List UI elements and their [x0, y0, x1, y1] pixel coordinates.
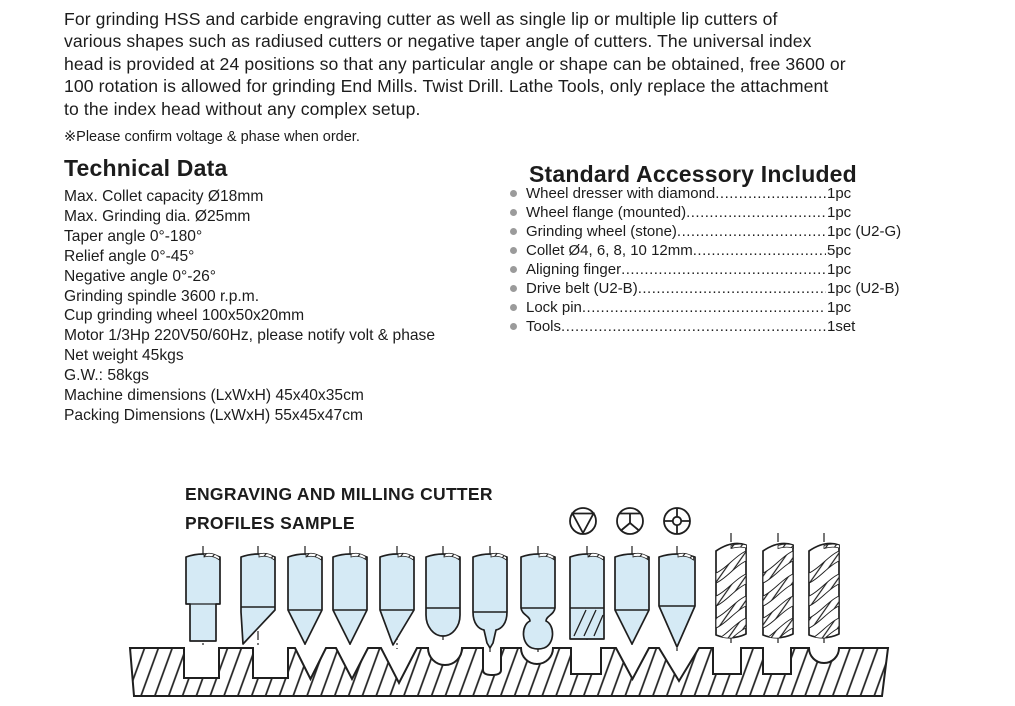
technical-data-item: Max. Grinding dia. Ø25mm [64, 207, 251, 225]
accessory-name: Tools [526, 318, 562, 335]
accessory-qty: 1pc [827, 261, 852, 278]
bullet-icon [510, 190, 517, 197]
intro-paragraph: For grinding HSS and carbide engraving c… [64, 8, 969, 120]
accessory-qty: 1pc [827, 299, 852, 316]
cutter-v-point-icon [287, 546, 323, 648]
accessory-name: Grinding wheel (stone) [526, 223, 677, 240]
bullet-icon [510, 304, 517, 311]
accessory-qty: 5pc [827, 242, 852, 259]
dot-leader [693, 241, 826, 260]
technical-data-item: Cup grinding wheel 100x50x20mm [64, 307, 305, 325]
dot-leader [677, 222, 826, 241]
bullet-icon [510, 228, 517, 235]
technical-data-item: Max. Collet capacity Ø18mm [64, 188, 264, 205]
technical-data-item: Net weight 45kgs [64, 347, 184, 365]
accessory-name: Lock pin [526, 299, 582, 316]
cutter-bevel-icon [240, 546, 276, 648]
three-lip-cross-section-icon [616, 507, 644, 535]
accessory-item: Drive belt (U2-B) 1pc (U2-B) [510, 279, 962, 298]
cutter-twist-drill-icon [762, 533, 794, 643]
accessory-name: Wheel flange (mounted) [526, 204, 687, 221]
intro-line: For grinding HSS and carbide engraving c… [64, 9, 778, 29]
dot-leader [715, 184, 826, 203]
accessory-name: Drive belt (U2-B) [526, 280, 638, 297]
bullet-icon [510, 209, 517, 216]
technical-data-item: Relief angle 0°-45° [64, 247, 195, 265]
technical-data-item: G.W.: 58kgs [64, 367, 149, 385]
accessory-item: Collet Ø4, 6, 8, 10 12mm 5pc [510, 241, 962, 260]
accessory-item: Wheel dresser with diamond 1pc [510, 184, 962, 203]
technical-data-item: Grinding spindle 3600 r.p.m. [64, 287, 260, 305]
cutter-needle-taper-icon [472, 546, 508, 652]
accessory-qty: 1pc [827, 185, 852, 202]
bullet-icon [510, 247, 517, 254]
dot-leader [686, 203, 826, 222]
intro-line: 100 rotation is allowed for grinding End… [64, 76, 829, 97]
diagram-title-line1: ENGRAVING AND MILLING CUTTER [185, 484, 493, 504]
cutter-fluted-square-icon [569, 546, 605, 643]
voltage-note: ※Please confirm voltage & phase when ord… [64, 129, 360, 145]
cutter-twist-drill-icon [808, 533, 840, 643]
accessory-item: Wheel flange (mounted) 1pc [510, 203, 962, 222]
dot-leader [621, 260, 826, 279]
intro-line: head is provided at 24 positions so that… [64, 53, 846, 74]
technical-data-item: Taper angle 0°-180° [64, 227, 203, 245]
cutter-profiles-diagram [128, 507, 890, 697]
accessory-item: Lock pin 1pc [510, 298, 962, 317]
diagram-title-line2: PROFILES SAMPLE [185, 513, 355, 533]
four-flute-cross-section-icon [663, 507, 691, 535]
cutter-v-point-icon [332, 546, 368, 648]
technical-data-title: Technical Data [64, 155, 228, 181]
bullet-icon [510, 323, 517, 330]
accessory-item: Tools 1set [510, 317, 962, 336]
diagram-title: ENGRAVING AND MILLING CUTTER PROFILES SA… [185, 480, 493, 538]
cutter-v-point-icon [614, 546, 650, 648]
dot-leader [561, 317, 826, 336]
accessory-list: Wheel dresser with diamond 1pc Wheel fla… [510, 184, 962, 336]
technical-data-item: Packing Dimensions (LxWxH) 55x45x47cm [64, 406, 363, 424]
accessory-name: Collet Ø4, 6, 8, 10 12mm [526, 242, 693, 259]
accessory-qty: 1set [827, 318, 856, 335]
dot-leader [582, 298, 826, 317]
accessory-item: Grinding wheel (stone) 1pc (U2-G) [510, 222, 962, 241]
accessory-title: Standard Accessory Included [529, 161, 857, 187]
intro-line: various shapes such as radiused cutters … [64, 31, 812, 52]
technical-data-item: Machine dimensions (LxWxH) 45x40x35cm [64, 387, 364, 405]
accessory-name: Aligning finger [526, 261, 622, 278]
cutter-ogee-bulb-icon [520, 546, 556, 652]
technical-data-item: Motor 1/3Hp 220V50/60Hz, please notify v… [64, 327, 436, 345]
cutter-v-point-tall-icon [658, 546, 696, 651]
technical-data-item: Negative angle 0°-26° [64, 267, 217, 285]
cutter-v-point-slant-icon [379, 546, 415, 649]
bullet-icon [510, 285, 517, 292]
accessory-item: Aligning finger 1pc [510, 260, 962, 279]
cutter-flat-step-icon [185, 546, 221, 645]
intro-line: to the index head without any complex se… [64, 98, 421, 119]
cutter-ball-nose-icon [425, 546, 461, 640]
accessory-qty: 1pc [827, 204, 852, 221]
workpiece-cross-section [128, 647, 890, 697]
bullet-icon [510, 266, 517, 273]
accessory-qty: 1pc (U2-G) [827, 223, 902, 240]
accessory-qty: 1pc (U2-B) [827, 280, 900, 297]
single-lip-cross-section-icon [569, 507, 597, 535]
dot-leader [638, 279, 826, 298]
technical-data-list: Max. Collet capacity Ø18mm Max. Grinding… [64, 187, 435, 426]
accessory-name: Wheel dresser with diamond [526, 185, 716, 202]
cutter-twist-drill-icon [715, 533, 747, 643]
